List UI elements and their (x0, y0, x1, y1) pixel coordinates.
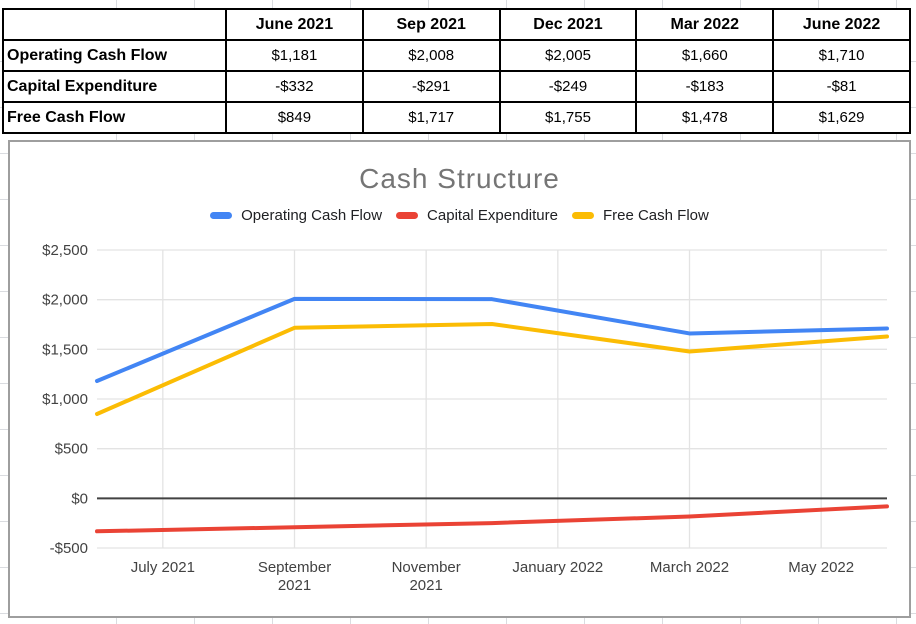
y-axis-label: $1,500 (42, 341, 88, 358)
legend-item[interactable]: Free Cash Flow (571, 206, 709, 224)
table-body: Operating Cash Flow $1,181 $2,008 $2,005 $1,… (2, 39, 911, 134)
y-axis-label: $2,500 (42, 242, 88, 259)
x-axis-label: September (258, 559, 331, 576)
cash-table: June 2021 Sep 2021 Dec 2021 Mar 2022 June 20… (2, 8, 911, 134)
y-axis-label: $500 (55, 441, 88, 458)
table-value-cell[interactable]: $849 (225, 101, 364, 134)
row-label-cell[interactable]: Capital Expenditure (2, 70, 227, 103)
table-value-cell[interactable]: -$249 (498, 70, 638, 103)
y-axis-label: $1,000 (42, 391, 88, 408)
table-value-cell[interactable]: $1,717 (361, 101, 501, 134)
x-axis-label: July 2021 (131, 559, 195, 576)
y-axis-label: $2,000 (42, 292, 88, 309)
plot-svg: $2,500 $2,000 $1,500 $1,000 $500 $0 -$500 July … (42, 242, 889, 594)
y-axis-label: $0 (71, 490, 88, 507)
table-value-cell[interactable]: $1,629 (772, 101, 911, 134)
legend-swatch (210, 211, 233, 219)
row-label-cell[interactable]: Free Cash Flow (2, 101, 227, 134)
table-header-cell[interactable]: June 2021 (225, 8, 364, 41)
table-value-cell[interactable]: -$291 (361, 70, 501, 103)
table-row: Capital Expenditure -$332 -$291 -$249 -$183-… (2, 70, 911, 103)
x-axis-label: March 2022 (650, 559, 729, 576)
table-value-cell[interactable]: $1,478 (635, 101, 775, 134)
cash-structure-chart[interactable]: Cash Structure Operating Cash Flow Capita… (8, 140, 911, 618)
legend-label: Operating Cash Flow (241, 206, 383, 224)
table-corner-cell[interactable] (2, 8, 227, 41)
series-line-operating-cash-flow (95, 296, 889, 384)
table-header-cell[interactable]: Dec 2021 (498, 8, 638, 41)
table-value-cell[interactable]: $2,008 (361, 39, 501, 72)
series-line-free-cash-flow (95, 322, 889, 416)
table-header-cell[interactable]: Sep 2021 (361, 8, 501, 41)
table-value-cell[interactable]: $2,005 (498, 39, 638, 72)
table-value-cell[interactable]: -$183 (635, 70, 775, 103)
x-axis-label: 2021 (278, 577, 311, 594)
x-axis-label: May 2022 (788, 559, 854, 576)
table-value-cell[interactable]: $1,660 (635, 39, 775, 72)
table-head-row: June 2021 Sep 2021 Dec 2021 Mar 2022 June 20… (2, 8, 911, 41)
y-axis-label: -$500 (50, 540, 88, 557)
x-axis-label: 2021 (409, 577, 442, 594)
chart-title: Cash Structure (359, 163, 560, 194)
table-header-cell[interactable]: Mar 2022 (635, 8, 775, 41)
legend-label: Capital Expenditure (427, 206, 558, 224)
legend-label: Free Cash Flow (602, 206, 709, 224)
legend-swatch (396, 211, 419, 219)
legend-item[interactable]: Capital Expenditure (396, 207, 558, 224)
x-axis-label: November (392, 559, 461, 576)
table-row: Free Cash Flow $849 $1,717 $1,755 $1,478 $1,6… (2, 101, 911, 134)
table-value-cell[interactable]: -$81 (772, 70, 911, 103)
table-row: Operating Cash Flow $1,181 $2,008 $2,005 $1,… (2, 39, 911, 72)
table-value-cell[interactable]: $1,755 (498, 101, 638, 134)
table-value-cell[interactable]: -$332 (225, 70, 364, 103)
table-value-cell[interactable]: $1,181 (225, 39, 364, 72)
row-label-cell[interactable]: Operating Cash Flow (2, 39, 227, 72)
table-value-cell[interactable]: $1,710 (772, 39, 911, 72)
legend-swatch (571, 211, 594, 219)
legend-item[interactable]: Operating Cash Flow (210, 207, 382, 224)
x-axis-label: January 2022 (512, 559, 603, 576)
table-header-cell[interactable]: June 2022 (772, 8, 911, 41)
chart-legend: Operating Cash Flow Capital Expenditure Fr… (10, 206, 909, 224)
series-line-capital-expenditure (95, 504, 889, 534)
